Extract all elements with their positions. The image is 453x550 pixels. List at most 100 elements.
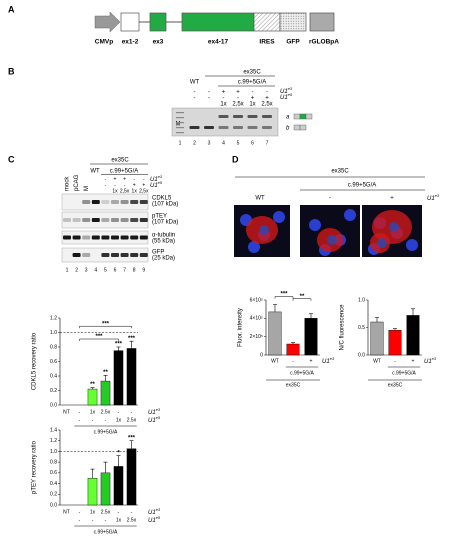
- x-tick-label: -: [292, 358, 294, 364]
- band: [72, 235, 81, 240]
- x-tick-label: -: [394, 358, 396, 364]
- lane-number: 4: [222, 140, 225, 146]
- y-tick-label: 0.5: [358, 325, 365, 331]
- lane-header: +: [133, 182, 136, 188]
- lane-number: 2: [193, 140, 196, 146]
- y-tick-label: 6×10⁵: [250, 297, 263, 303]
- x-tick-label: -: [92, 417, 94, 423]
- row-label: U1e3: [322, 356, 335, 365]
- lane-label: pCAG: [74, 174, 80, 191]
- y-tick-label: 0.4: [50, 481, 57, 487]
- band-label: b: [286, 126, 290, 132]
- header: ex35C: [331, 169, 349, 175]
- ladder-band: [176, 117, 184, 119]
- construct: [94, 11, 335, 33]
- row-label: U1e3: [148, 407, 161, 416]
- blot-label: α-tubulin: [152, 233, 175, 239]
- row-label-base: U1: [424, 359, 432, 365]
- x-tick-label: 1x: [90, 409, 96, 415]
- bar: [370, 321, 384, 356]
- bracket: [79, 325, 132, 329]
- blot-label: (107 kDa): [152, 202, 178, 208]
- band: [130, 235, 139, 240]
- blot-label: (25 kDa): [152, 256, 175, 262]
- y-tick-label: 1.2: [50, 315, 57, 321]
- lane-header: -: [194, 96, 196, 102]
- y-tick-label: 0.2: [50, 388, 57, 394]
- lane-header: -: [252, 90, 254, 96]
- lane-label: mock: [65, 176, 71, 191]
- band-icons: [293, 113, 313, 131]
- band: [111, 200, 119, 204]
- row-label-base: U1: [150, 183, 158, 189]
- x-tick-label: -: [105, 517, 107, 523]
- row-label-base: U1: [148, 510, 156, 516]
- band: [101, 253, 110, 257]
- band: [247, 126, 258, 129]
- lane-header: -: [208, 90, 210, 96]
- panel-label: D: [232, 154, 239, 164]
- lane-number: 8: [133, 267, 136, 273]
- marker-label: M: [176, 122, 181, 128]
- lane-number: 7: [266, 140, 269, 146]
- band: [233, 126, 243, 129]
- row-label: U1e5: [280, 92, 293, 101]
- row-label-base: U1: [280, 89, 288, 95]
- band: [91, 200, 100, 204]
- bar: [113, 466, 124, 506]
- lane-header: WT: [190, 80, 200, 86]
- x-tick-label: NT: [63, 509, 70, 515]
- significance: ***: [128, 336, 136, 342]
- bar: [87, 478, 98, 506]
- row-label: U1e3: [424, 356, 437, 365]
- x-tick-label: -: [131, 509, 133, 515]
- y-tick-label: 0.0: [358, 352, 365, 358]
- y-tick-label: 2×10⁵: [250, 334, 263, 340]
- row-label-base: U1: [280, 95, 288, 101]
- part-label: ex1-2: [122, 39, 139, 46]
- row-label-sup: e3: [158, 174, 163, 179]
- row-label-sup: e5: [156, 415, 161, 420]
- lane-header: 2,5x: [261, 102, 272, 108]
- row-label: U1e5: [148, 515, 161, 524]
- lane-number: 9: [142, 267, 145, 273]
- lane-header: -: [208, 96, 210, 102]
- x-tick-label: +: [310, 358, 313, 364]
- band: [91, 235, 100, 240]
- band: [218, 126, 229, 129]
- bar: [113, 350, 124, 406]
- significance: **: [103, 370, 108, 376]
- row-label-sup: e3: [156, 507, 161, 512]
- x-tick-label: -: [118, 509, 120, 515]
- x-tick-label: -: [79, 417, 81, 423]
- blot-label: (107 kDa): [152, 220, 178, 226]
- x-tick-label: -: [79, 409, 81, 415]
- lane-header: 1x: [220, 102, 226, 108]
- y-tick-label: 0.0: [50, 502, 57, 508]
- lane-header: -: [266, 90, 268, 96]
- x-tick-label: 2.5x: [127, 417, 137, 423]
- band: [101, 235, 110, 240]
- y-tick-label: 1.0: [50, 449, 57, 455]
- ladder-band: [176, 132, 184, 134]
- column-label: +: [390, 196, 394, 202]
- band: [72, 253, 81, 257]
- band: [82, 235, 91, 240]
- bar: [126, 448, 137, 506]
- lane-header: -: [124, 182, 126, 188]
- x-tick-label: -: [92, 517, 94, 523]
- bracket: [292, 298, 312, 301]
- lane-header: 1x: [249, 102, 255, 108]
- band: [139, 200, 148, 204]
- lane-header: 2,5x: [120, 188, 130, 194]
- y-axis-label: CDKL5 recovery ratio: [32, 332, 38, 390]
- row-label: U1e3: [280, 86, 293, 95]
- x-tick-label: 2.5x: [101, 409, 111, 415]
- band: [247, 115, 258, 118]
- band: [101, 218, 110, 222]
- row-label: U1e3: [148, 507, 161, 516]
- bar: [100, 380, 111, 406]
- row-label-sup: e5: [158, 180, 163, 185]
- group-label: c.99+5G/A: [94, 429, 118, 435]
- row-label-sup: e5: [288, 92, 293, 97]
